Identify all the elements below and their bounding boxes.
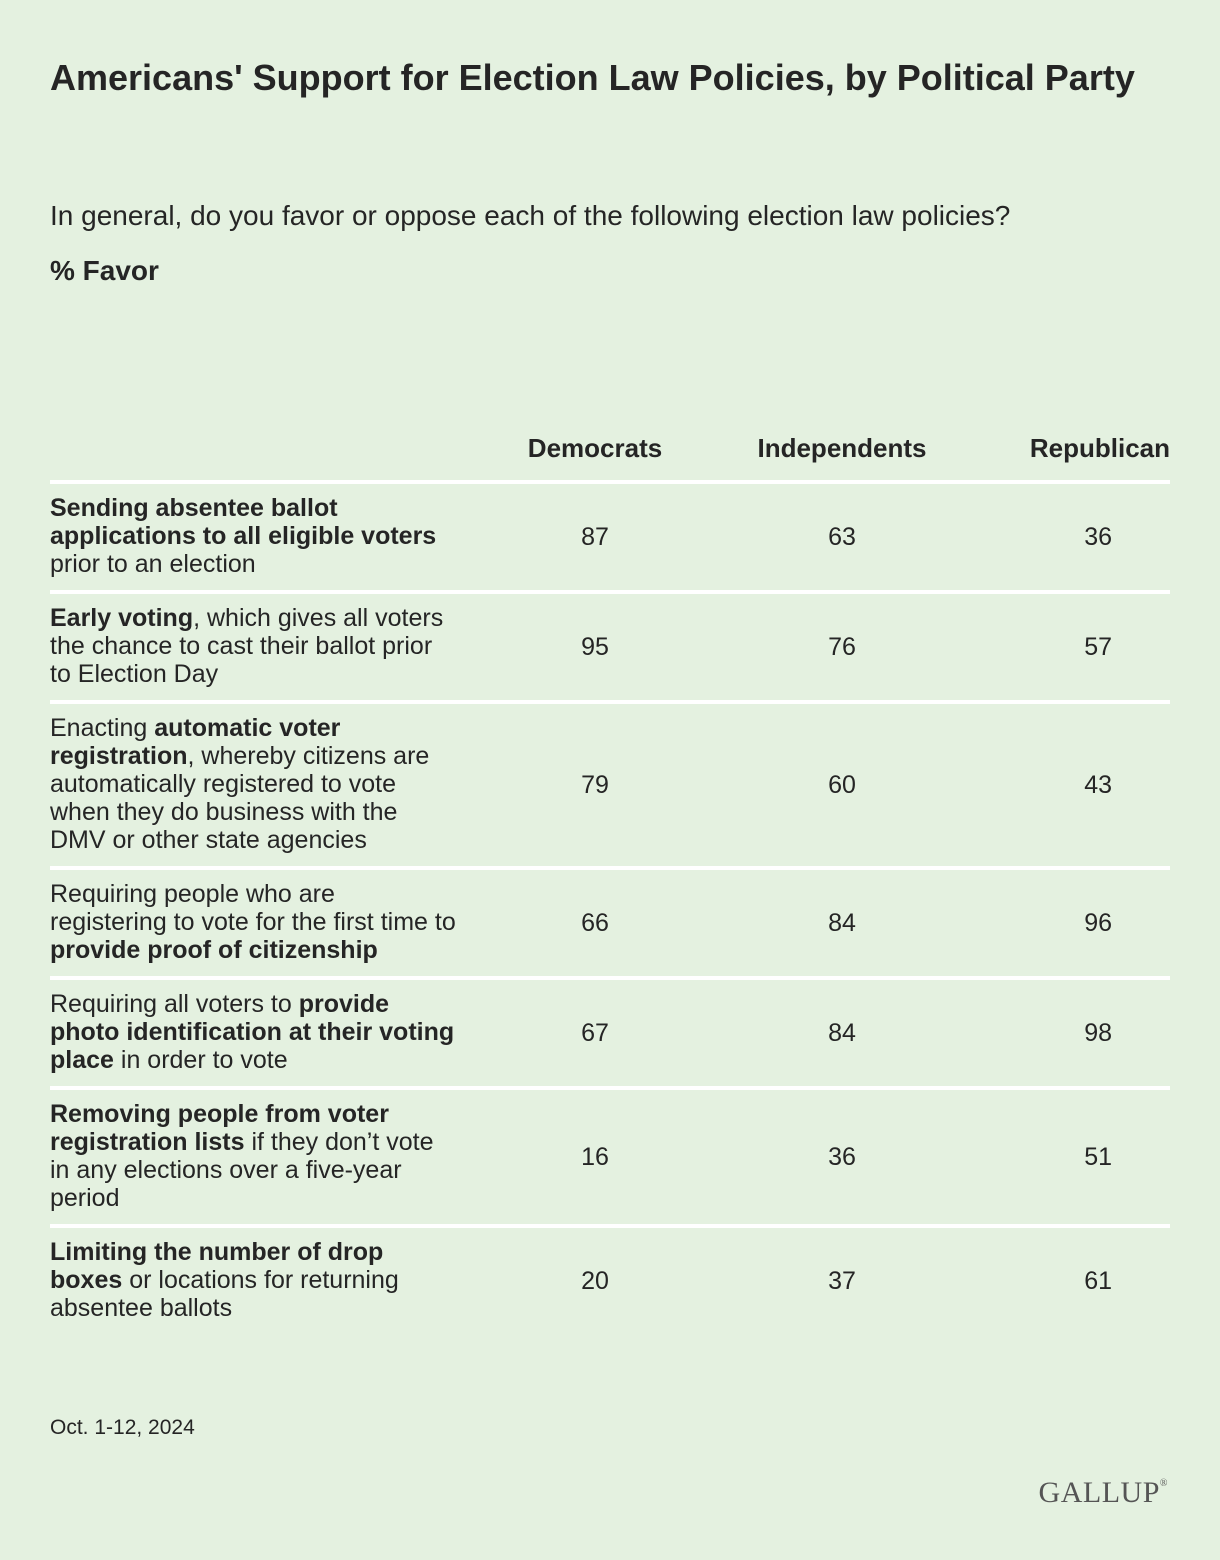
democrats-value: 95 (468, 590, 722, 702)
republican-value: 98 (962, 976, 1170, 1088)
table-row: Limiting the number of drop boxes or loc… (50, 1224, 1170, 1334)
democrats-value: 67 (468, 976, 722, 1088)
table-row: Enacting automatic voter registration, w… (50, 700, 1170, 868)
policy-label-bold: provide proof of citizenship (50, 936, 378, 964)
republican-value: 96 (962, 866, 1170, 978)
policy-label-text: , whereby citizens are automatically reg… (50, 742, 430, 854)
policy-label-bold: Early voting (50, 604, 194, 632)
policy-label-text: Requiring all voters to (50, 990, 299, 1018)
policy-label-bold: provide photo identification at their vo… (50, 990, 455, 1074)
republican-value: 61 (962, 1224, 1170, 1334)
logo-registered-mark: ® (1159, 1478, 1168, 1489)
gallup-logo: GALLUP® (1039, 1476, 1168, 1510)
policy-label-text: prior to an election (50, 550, 256, 578)
results-table: Democrats Independents Republican Sendin… (50, 412, 1170, 1334)
republican-value: 51 (962, 1086, 1170, 1226)
table-body: Sending absentee ballot applications to … (50, 480, 1170, 1334)
democrats-value: 20 (468, 1224, 722, 1334)
independents-value: 76 (722, 590, 962, 702)
independents-value: 84 (722, 976, 962, 1088)
survey-date: Oct. 1-12, 2024 (50, 1416, 195, 1439)
table-row: Early voting, which gives all voters the… (50, 590, 1170, 702)
policy-label: Requiring all voters to provide photo id… (50, 976, 468, 1088)
header-democrats: Democrats (527, 432, 663, 463)
policy-label: Enacting automatic voter registration, w… (50, 700, 468, 868)
independents-value: 84 (722, 866, 962, 978)
democrats-value: 66 (468, 866, 722, 978)
democrats-value: 79 (468, 700, 722, 868)
policy-label-text: or locations for returning absentee ball… (50, 1266, 399, 1322)
logo-text: GALLUP (1038, 1476, 1160, 1509)
policy-label-text: Enacting (50, 714, 155, 742)
policy-label: Requiring people who are registering to … (50, 866, 468, 978)
policy-label-bold: automatic voter registration (50, 714, 341, 770)
policy-label: Early voting, which gives all voters the… (50, 590, 468, 702)
policy-label: Limiting the number of drop boxes or loc… (50, 1224, 468, 1334)
independents-value: 37 (722, 1224, 962, 1334)
policy-label-text: if they don’t vote in any elections over… (50, 1128, 434, 1212)
policy-label: Sending absentee ballot applications to … (50, 480, 468, 592)
chart-subtitle: In general, do you favor or oppose each … (50, 200, 1011, 231)
independents-value: 36 (722, 1086, 962, 1226)
policy-label-bold: Limiting the number of drop boxes (50, 1238, 384, 1294)
table-row: Removing people from voter registration … (50, 1086, 1170, 1226)
header-policy (50, 412, 468, 482)
democrats-value: 16 (468, 1086, 722, 1226)
table-row: Requiring all voters to provide photo id… (50, 976, 1170, 1088)
table-header-row: Democrats Independents Republican (50, 412, 1170, 482)
independents-value: 60 (722, 700, 962, 868)
republican-value: 36 (962, 480, 1170, 592)
policy-label-bold: Removing people from voter registration … (50, 1100, 389, 1156)
table-row: Requiring people who are registering to … (50, 866, 1170, 978)
table-row: Sending absentee ballot applications to … (50, 480, 1170, 592)
republican-value: 57 (962, 590, 1170, 702)
republican-value: 43 (962, 700, 1170, 868)
policy-label-text: in order to vote (113, 1046, 288, 1074)
chart-title: Americans' Support for Election Law Poli… (50, 57, 1135, 98)
policy-label-bold: Sending absentee ballot applications to … (50, 494, 437, 550)
democrats-value: 87 (468, 480, 722, 592)
measure-label: % Favor (50, 255, 159, 286)
policy-label-text: , which gives all voters the chance to c… (50, 604, 444, 688)
independents-value: 63 (722, 480, 962, 592)
policy-label: Removing people from voter registration … (50, 1086, 468, 1226)
policy-label-text: Requiring people who are registering to … (50, 880, 456, 936)
header-republican: Republican (1029, 432, 1170, 463)
header-independents: Independents (757, 432, 927, 463)
